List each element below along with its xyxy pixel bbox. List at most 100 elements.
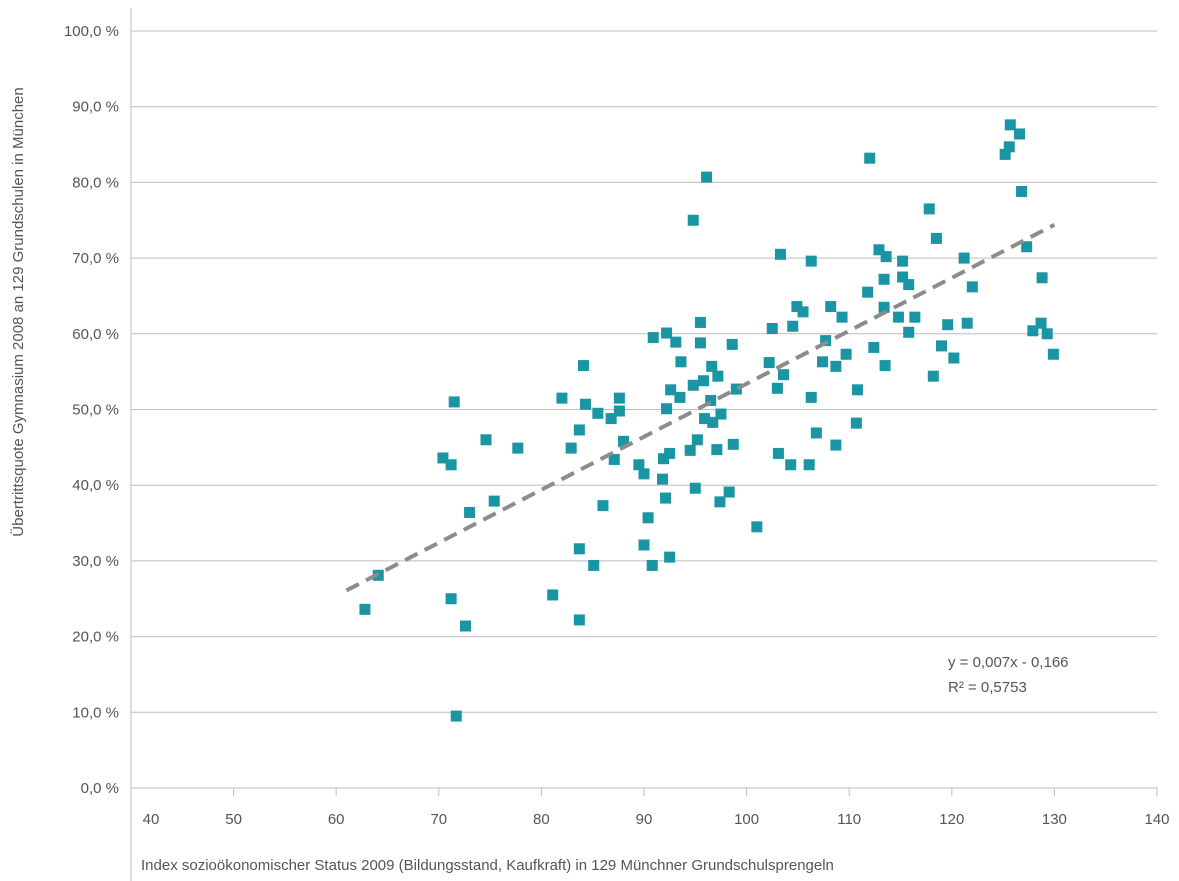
data-point [774, 248, 786, 260]
y-tick-label: 50,0 % [72, 402, 119, 419]
data-point [873, 244, 885, 256]
data-point [675, 356, 687, 368]
data-point [701, 171, 713, 183]
data-point [687, 379, 699, 391]
gridlines [131, 30, 1157, 713]
data-point [840, 348, 852, 360]
x-tick-label: 70 [430, 811, 447, 828]
data-point [1021, 241, 1033, 253]
data-point [751, 521, 763, 533]
data-point [573, 424, 585, 436]
data-point [948, 352, 960, 364]
data-point [810, 427, 822, 439]
data-point [437, 452, 449, 464]
data-point [660, 492, 672, 504]
x-tick-label: 110 [837, 811, 861, 828]
x-tick-labels: 40 50 60 70 80 90 100 110 120 130 140 [130, 788, 1170, 828]
data-point [958, 252, 970, 264]
x-tick-label: 130 [1042, 811, 1067, 828]
y-tick-label: 10,0 % [72, 704, 119, 721]
data-point [656, 473, 668, 485]
data-point [712, 370, 724, 382]
data-point [787, 320, 799, 332]
data-point [727, 438, 739, 450]
data-point [577, 360, 589, 372]
data-point [936, 340, 948, 352]
data-point [547, 589, 559, 601]
data-point [642, 512, 654, 524]
data-point [927, 370, 939, 382]
data-point [646, 559, 658, 571]
data-point [445, 459, 457, 471]
data-point [1036, 272, 1048, 284]
data-point [556, 392, 568, 404]
data-point [613, 392, 625, 404]
x-tick-label: 90 [636, 811, 653, 828]
data-point [608, 453, 620, 465]
data-point [766, 323, 778, 335]
data-point [966, 281, 978, 293]
x-tick-label: 80 [533, 811, 550, 828]
y-tick-label: 30,0 % [72, 553, 119, 570]
data-point [613, 405, 625, 417]
data-point [730, 383, 742, 395]
data-point [573, 614, 585, 626]
data-point [694, 316, 706, 328]
data-point [1014, 128, 1026, 140]
data-point [836, 311, 848, 323]
data-point [878, 301, 890, 313]
y-tick-label: 80,0 % [72, 174, 119, 191]
data-point [661, 403, 673, 415]
data-point [791, 301, 803, 313]
data-point [942, 319, 954, 331]
data-point [488, 495, 500, 507]
data-point [689, 482, 701, 494]
data-point [723, 486, 735, 498]
data-point [763, 357, 775, 369]
data-point [480, 434, 492, 446]
y-tick-label: 0,0 % [81, 780, 119, 797]
data-point [512, 442, 524, 454]
data-point [897, 255, 909, 267]
data-point [851, 384, 863, 396]
data-point [1016, 185, 1028, 197]
y-tick-label: 70,0 % [72, 250, 119, 267]
data-point [707, 416, 719, 428]
data-point [879, 360, 891, 372]
data-point [588, 559, 600, 571]
data-point [450, 710, 462, 722]
y-tick-labels: 0,0 % 10,0 % 20,0 % 30,0 % 40,0 % 50,0 % 60,0 … [64, 23, 119, 797]
data-point [1041, 328, 1053, 340]
data-point [923, 203, 935, 215]
data-point [684, 444, 696, 456]
data-point [664, 551, 676, 563]
data-point [830, 439, 842, 451]
data-point [617, 435, 629, 447]
data-point [592, 407, 604, 419]
data-point [850, 417, 862, 429]
data-point [715, 408, 727, 420]
data-point [726, 338, 738, 350]
data-point [705, 394, 717, 406]
data-point [714, 496, 726, 508]
x-tick-label: 100 [734, 811, 759, 828]
data-point [772, 447, 784, 459]
data-point [830, 360, 842, 372]
data-point [664, 447, 676, 459]
data-point [803, 459, 815, 471]
y-tick-label: 40,0 % [72, 477, 119, 494]
data-point [1004, 119, 1016, 131]
data-point [694, 337, 706, 349]
data-point [638, 468, 650, 480]
data-point [687, 214, 699, 226]
data-point [647, 332, 659, 344]
data-point [448, 396, 460, 408]
data-point [674, 391, 686, 403]
data-point [909, 311, 921, 323]
data-point [691, 434, 703, 446]
data-point [961, 317, 973, 329]
data-point [661, 327, 673, 339]
data-point [1047, 348, 1059, 360]
x-tick-label: 60 [328, 811, 345, 828]
